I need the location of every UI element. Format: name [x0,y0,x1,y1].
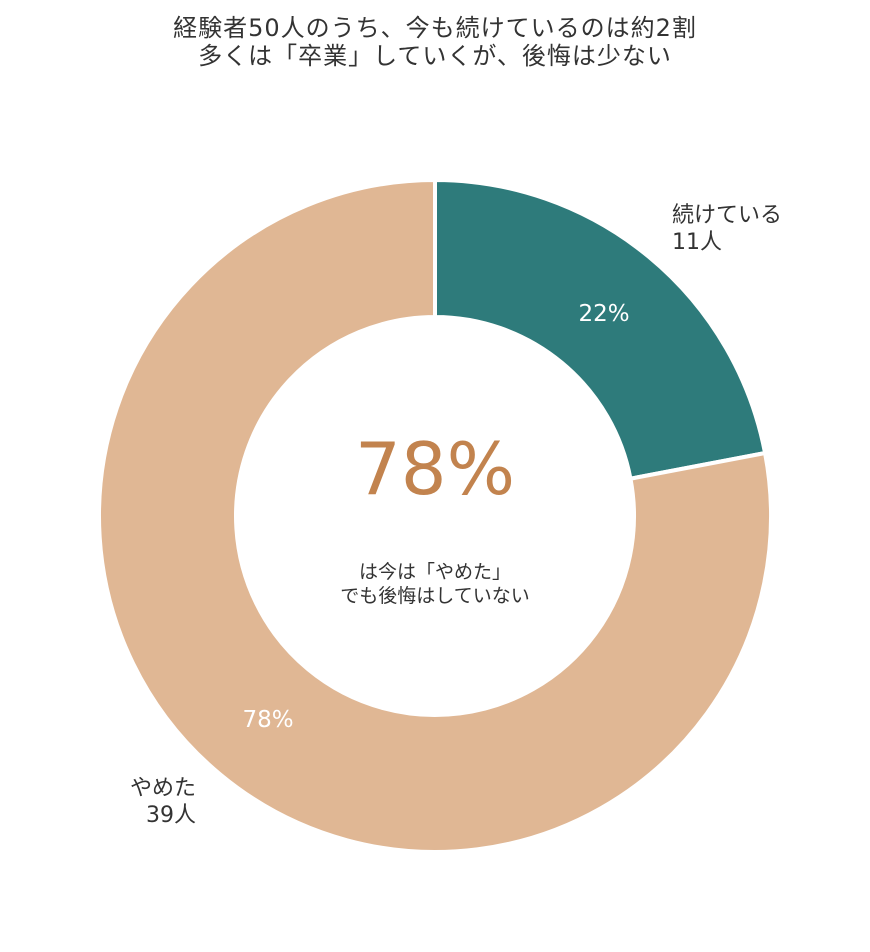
slice-label-quit: やめた [130,776,196,801]
center-big-value: 78% [355,427,515,511]
chart-subtitle: 多くは「卒業」していくが、後悔は少ない [198,42,672,70]
slice-percent-quit: 78% [242,707,293,733]
donut-slice-0 [433,177,768,482]
chart-title: 経験者50人のうち、今も続けているのは約2割 [173,14,697,42]
donut-slice-1 [97,177,773,854]
slice-percent-continuing: 22% [578,301,629,327]
center-caption-line2: でも後悔はしていない [340,585,529,607]
slice-count-quit: 39人 [146,803,196,828]
slice-label-continuing: 続けている [672,203,782,228]
slices-group [97,177,773,854]
center-caption-line1: は今は「やめた」 [359,561,511,583]
slice-count-continuing: 11人 [672,230,722,255]
